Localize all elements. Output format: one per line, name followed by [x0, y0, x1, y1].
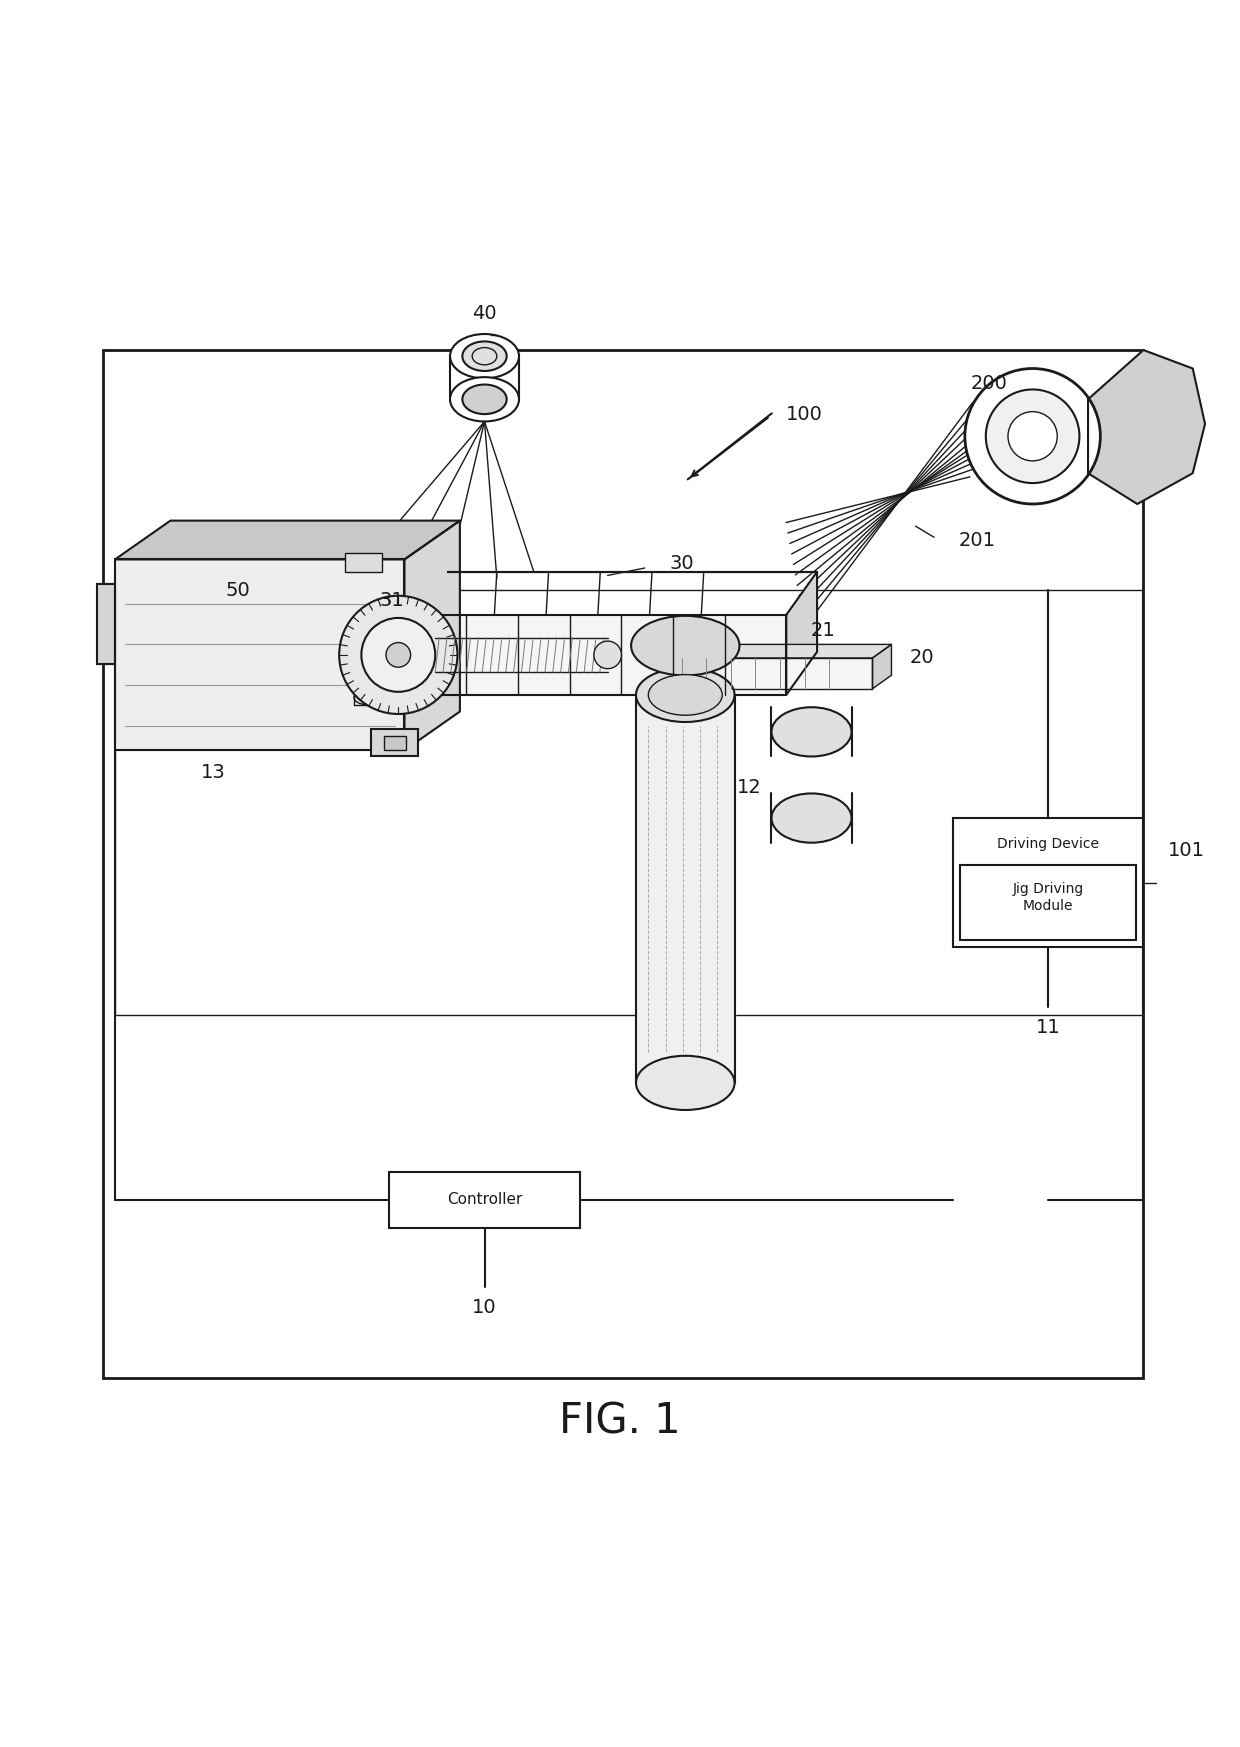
Ellipse shape — [636, 667, 734, 722]
Ellipse shape — [353, 641, 381, 657]
Polygon shape — [636, 695, 734, 1083]
Polygon shape — [786, 571, 817, 695]
Text: 40: 40 — [472, 304, 497, 323]
Text: Jig Driving
Module: Jig Driving Module — [1012, 882, 1084, 912]
Ellipse shape — [386, 643, 410, 667]
Ellipse shape — [965, 369, 1100, 503]
Bar — [371, 730, 418, 756]
Text: 101: 101 — [1168, 840, 1205, 860]
Ellipse shape — [636, 1055, 734, 1109]
Text: 201: 201 — [959, 531, 996, 550]
Bar — [345, 554, 382, 571]
Ellipse shape — [353, 674, 381, 688]
Text: Driving Device: Driving Device — [997, 837, 1099, 851]
Text: 12: 12 — [737, 777, 761, 797]
Text: 50: 50 — [226, 580, 250, 599]
Polygon shape — [873, 645, 892, 688]
Text: 10: 10 — [472, 1298, 497, 1317]
Ellipse shape — [353, 690, 381, 704]
Bar — [115, 590, 1143, 1015]
Ellipse shape — [450, 377, 520, 421]
Ellipse shape — [340, 596, 458, 715]
Ellipse shape — [1008, 412, 1058, 461]
Ellipse shape — [771, 793, 852, 842]
Bar — [952, 818, 1143, 947]
Text: 30: 30 — [670, 554, 694, 573]
Text: Controller: Controller — [446, 1193, 522, 1207]
Bar — [103, 349, 1143, 1378]
Text: 11: 11 — [1035, 1019, 1060, 1038]
Text: 20: 20 — [909, 648, 934, 667]
Ellipse shape — [463, 384, 507, 414]
Ellipse shape — [361, 618, 435, 692]
Polygon shape — [670, 659, 873, 688]
Ellipse shape — [649, 674, 722, 715]
Polygon shape — [115, 559, 404, 749]
Ellipse shape — [771, 708, 852, 756]
Polygon shape — [1087, 349, 1205, 503]
Ellipse shape — [463, 341, 507, 370]
Text: 13: 13 — [201, 763, 226, 783]
Ellipse shape — [353, 659, 381, 673]
Bar — [97, 583, 115, 664]
Bar — [383, 735, 405, 749]
Bar — [389, 1172, 580, 1228]
Ellipse shape — [594, 641, 621, 669]
Text: FIG. 1: FIG. 1 — [559, 1401, 681, 1443]
Text: 31: 31 — [379, 590, 404, 610]
Ellipse shape — [353, 625, 381, 641]
Text: 21: 21 — [811, 622, 836, 641]
Polygon shape — [115, 521, 460, 559]
Polygon shape — [417, 615, 786, 695]
Ellipse shape — [450, 334, 520, 379]
Polygon shape — [404, 521, 460, 749]
Ellipse shape — [986, 390, 1079, 484]
Polygon shape — [670, 645, 892, 659]
Text: 100: 100 — [786, 405, 823, 423]
Ellipse shape — [631, 617, 739, 676]
Bar — [960, 865, 1136, 940]
Text: 200: 200 — [971, 374, 1008, 393]
